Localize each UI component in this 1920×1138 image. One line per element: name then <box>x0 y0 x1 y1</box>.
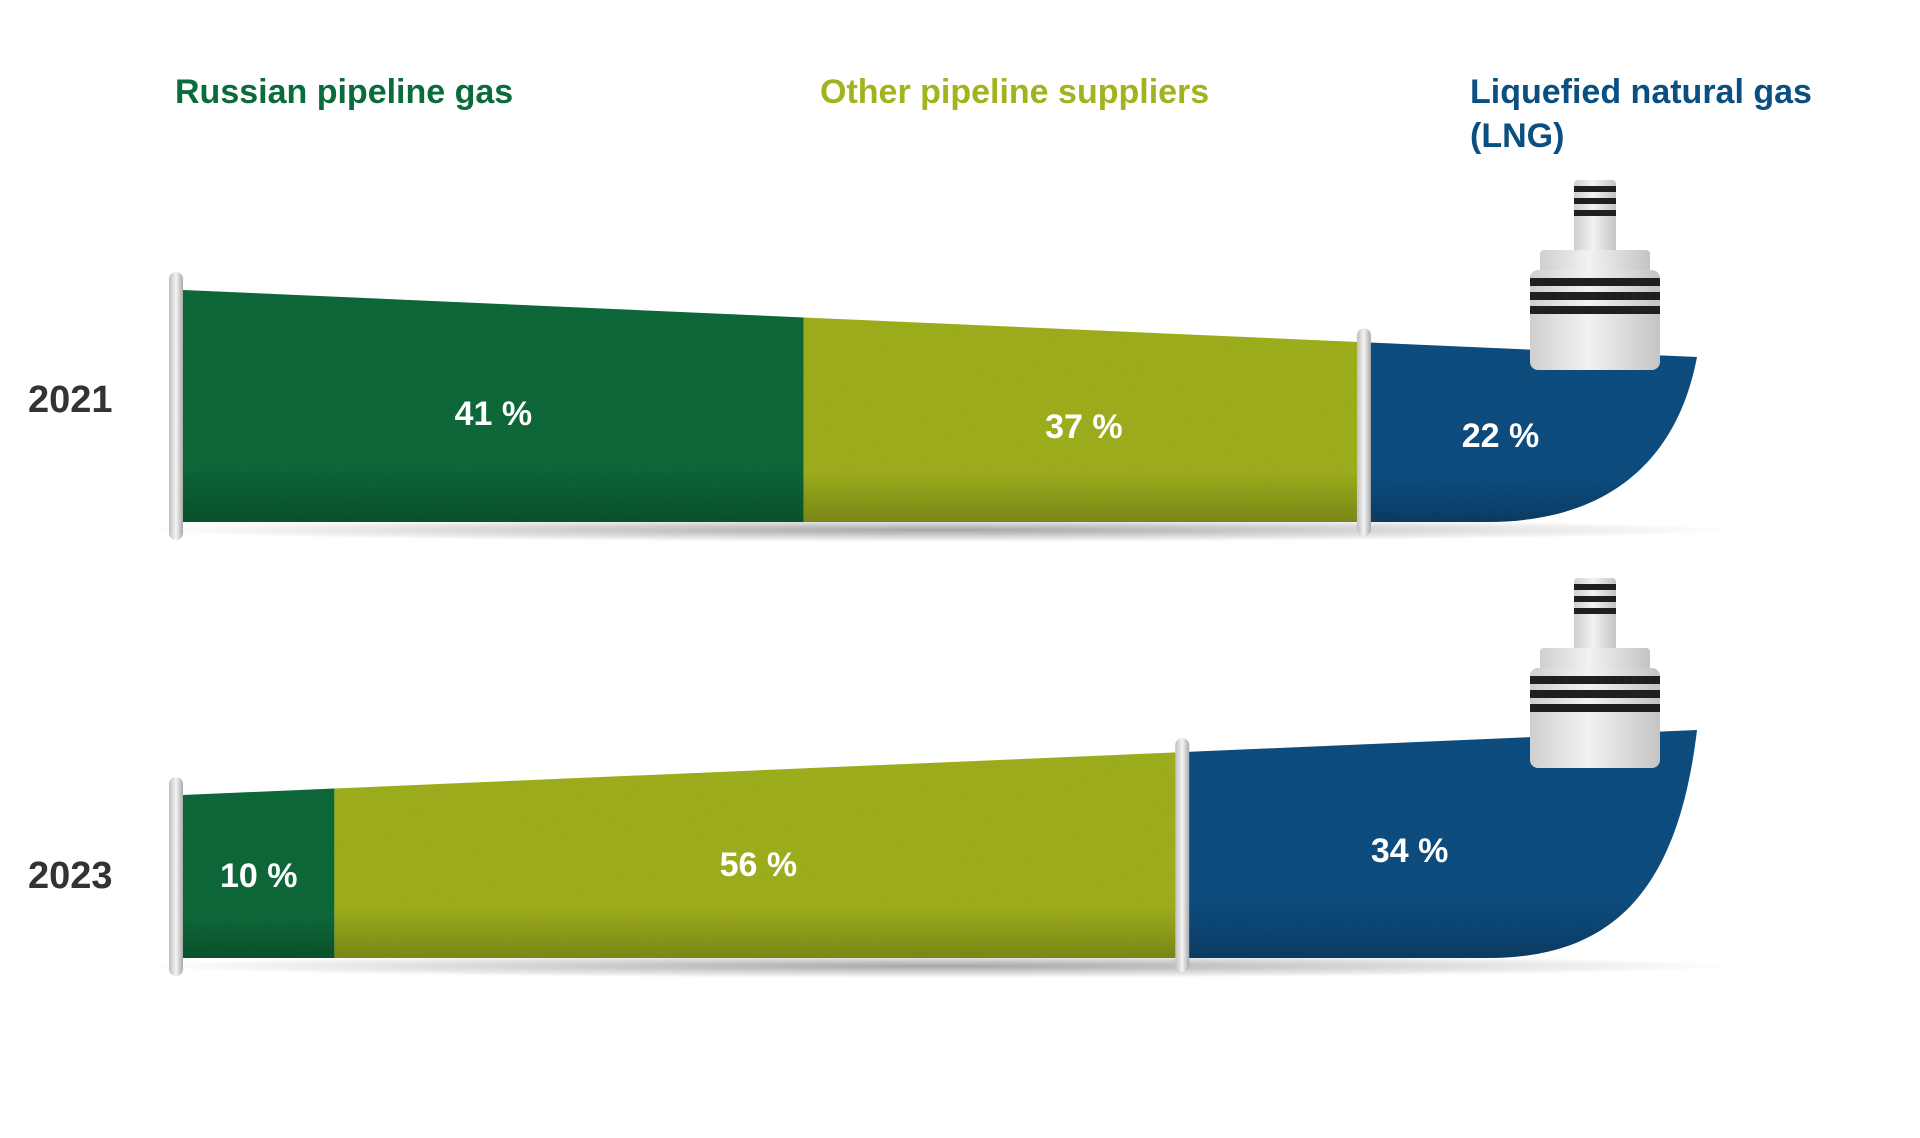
ship-tower-2021 <box>1530 180 1660 370</box>
segment-shade <box>1363 342 1697 522</box>
legend-item-2: Other pipeline suppliers <box>820 73 1209 111</box>
segment-shade <box>183 788 335 958</box>
hull-shadow <box>143 518 1737 542</box>
ship-tower-2023 <box>1530 578 1660 768</box>
value-label-3-2021: 22 % <box>1462 417 1540 455</box>
category-label-2023: 2023 <box>28 855 113 897</box>
row-2023: 2023 10 % 56 % 34 % <box>28 578 1737 978</box>
chart-rows: 2021 41 % 37 % 22 % 2023 10 % 56 % 34 % <box>28 180 1737 978</box>
segment-shade <box>183 290 804 522</box>
value-label-1-2023: 10 % <box>220 857 298 895</box>
post-divider <box>1356 328 1371 536</box>
segment-shade <box>803 317 1364 522</box>
segment-shade <box>1182 730 1697 958</box>
legend: Russian pipeline gas Other pipeline suppl… <box>175 73 1812 155</box>
value-label-2-2021: 37 % <box>1045 408 1123 446</box>
value-label-1-2021: 41 % <box>455 395 533 433</box>
legend-item-1: Russian pipeline gas <box>175 73 513 111</box>
legend-item-3: Liquefied natural gas (LNG) <box>1470 73 1812 155</box>
value-label-2-2023: 56 % <box>720 846 798 884</box>
row-2021: 2021 41 % 37 % 22 % <box>28 180 1737 542</box>
post-left <box>169 272 183 540</box>
post-divider <box>1175 738 1190 972</box>
value-label-3-2023: 34 % <box>1371 832 1449 870</box>
hull-shadow <box>143 954 1737 978</box>
segment-shade <box>334 752 1183 958</box>
post-left <box>169 777 183 976</box>
category-label-2021: 2021 <box>28 379 113 421</box>
